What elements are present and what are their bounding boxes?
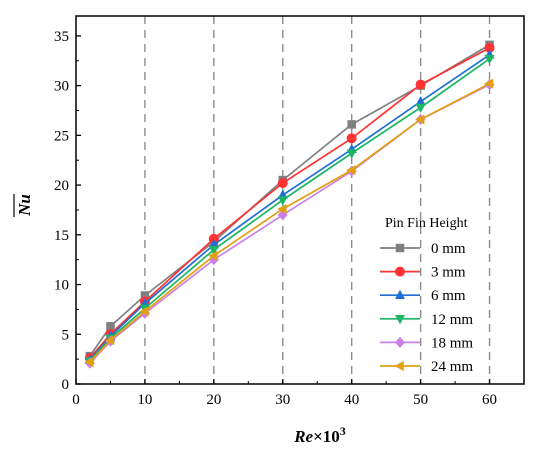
series-line [89, 54, 491, 361]
x-axis-label-exponent: 3 [340, 424, 346, 438]
legend-label: 0 mm [431, 241, 466, 257]
y-tick-label: 20 [54, 178, 69, 194]
y-tick-label: 10 [54, 278, 69, 294]
x-tick-label: 30 [275, 392, 290, 408]
y-tick-label: 25 [54, 128, 69, 144]
legend-label: 6 mm [431, 288, 466, 304]
x-tick-label: 20 [206, 392, 221, 408]
y-axis-label-text: Nu [15, 194, 34, 217]
legend-entry: 0 mm [380, 241, 466, 257]
series-line [89, 47, 490, 359]
data-point [208, 245, 219, 256]
series-line [89, 58, 491, 362]
x-axis-label-main: Re [293, 427, 313, 446]
legend-entry: 18 mm [380, 335, 473, 351]
legend: Pin Fin Height 0 mm 3 mm 6 mm 12 mm 18 mm 24 … [380, 216, 473, 375]
data-point [208, 233, 219, 244]
legend-marker [395, 266, 405, 277]
data-point [208, 250, 218, 261]
legend-label: 3 mm [431, 265, 466, 281]
legend-entries: 0 mm 3 mm 6 mm 12 mm 18 mm 24 mm [380, 241, 473, 375]
legend-label: 12 mm [431, 312, 473, 328]
y-tick-label: 5 [62, 327, 70, 343]
x-tick-label: 40 [344, 392, 359, 408]
legend-marker [395, 243, 405, 253]
series-line [89, 82, 490, 363]
grid-lines [144, 16, 491, 384]
data-point [277, 196, 288, 206]
series-24-mm [84, 78, 494, 368]
data-point [346, 165, 356, 176]
data-point [484, 78, 494, 89]
data-point [484, 55, 495, 65]
legend-marker [395, 289, 405, 299]
series-12-mm [84, 55, 495, 367]
data-point [84, 357, 94, 368]
x-tick-label: 60 [482, 392, 497, 408]
x-tick-label: 50 [413, 392, 428, 408]
x-tick-label: 10 [137, 392, 152, 408]
data-point [277, 178, 288, 189]
data-point [347, 120, 356, 129]
y-axis-label: Nu [13, 194, 34, 217]
plot-frame [75, 15, 525, 385]
legend-marker [395, 336, 405, 348]
data-point [104, 335, 115, 346]
axes: 0 10 20 30 40 50 60 0 5 10 15 20 25 30 35 [54, 29, 497, 408]
data-point [415, 103, 426, 114]
legend-marker [394, 361, 404, 371]
data-point [346, 133, 357, 144]
legend-entry: 3 mm [380, 265, 466, 281]
data-point [346, 149, 357, 159]
legend-label: 18 mm [431, 335, 473, 351]
y-tick-label: 15 [54, 228, 69, 244]
legend-title: Pin Fin Height [385, 216, 468, 231]
legend-entry: 6 mm [380, 288, 466, 304]
x-axis-label-times: ×10 [313, 427, 340, 446]
y-tick-label: 30 [54, 79, 69, 95]
data-point [140, 291, 150, 300]
series-layer [84, 40, 495, 369]
data-point [484, 42, 495, 53]
legend-entry: 12 mm [380, 312, 473, 328]
x-axis-label: Re×103 [293, 424, 346, 446]
data-point [415, 79, 426, 90]
legend-label: 24 mm [431, 359, 473, 375]
y-tick-label: 0 [62, 377, 70, 393]
legend-entry: 24 mm [380, 359, 473, 375]
x-tick-label: 0 [72, 392, 80, 408]
data-point [106, 322, 115, 331]
y-tick-label: 35 [54, 29, 69, 45]
data-point [415, 96, 426, 106]
legend-marker [395, 315, 405, 325]
data-point [277, 203, 287, 214]
data-point [415, 114, 425, 125]
data-point [139, 306, 149, 317]
